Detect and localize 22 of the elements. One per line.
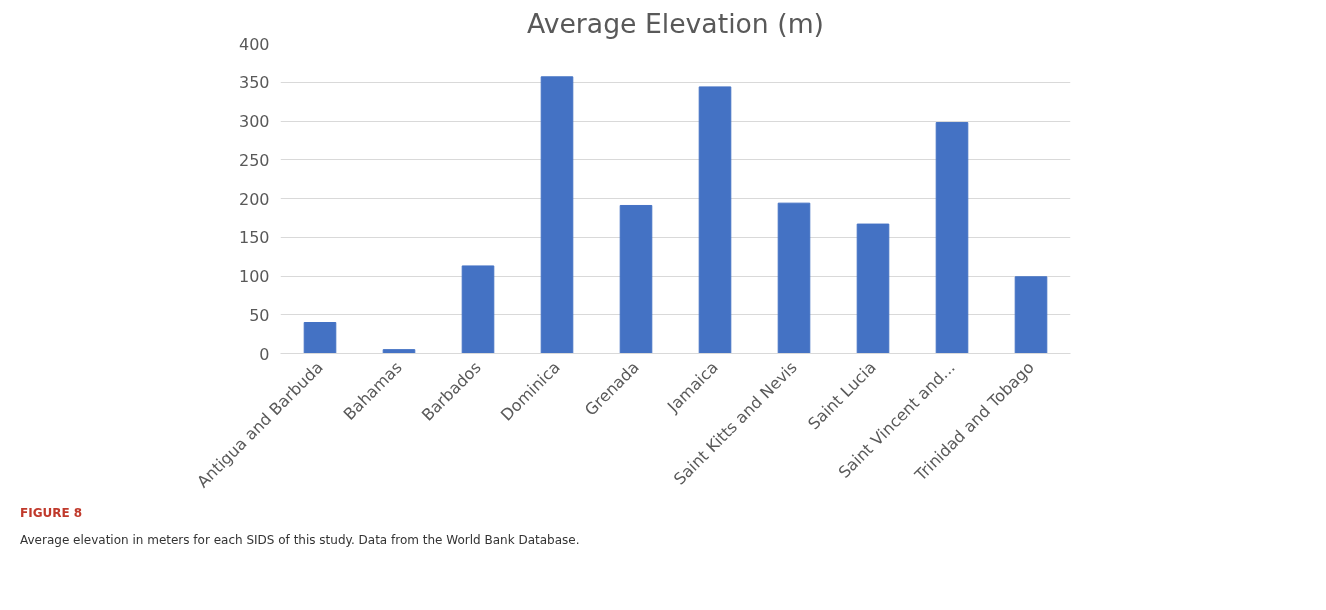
y-tick-label: 250: [238, 150, 270, 170]
bar: [382, 349, 416, 354]
y-tick-label: 100: [238, 267, 270, 286]
bar: [1014, 276, 1048, 354]
caption: FIGURE 8: [20, 505, 83, 522]
bar: [540, 76, 574, 354]
text: Average elevation in meters for each SIDS of this study. Data from the World Bank Database.: [20, 532, 580, 550]
bar: [461, 265, 495, 354]
chart-title: Average Elevation (m): [527, 7, 824, 39]
y-tick-label: 150: [238, 228, 270, 248]
bar: [777, 202, 811, 354]
y-tick-label: 300: [238, 112, 270, 131]
bar: [698, 86, 732, 354]
bar: [856, 223, 890, 354]
y-tick-label: 0: [259, 344, 270, 364]
y-tick-label: 200: [238, 189, 270, 209]
y-tick-label: 50: [249, 305, 270, 325]
bar: [303, 322, 337, 354]
bar: [619, 204, 653, 354]
y-tick-label: 400: [238, 34, 270, 54]
y-tick-label: 350: [238, 73, 270, 93]
bar: [935, 122, 969, 354]
